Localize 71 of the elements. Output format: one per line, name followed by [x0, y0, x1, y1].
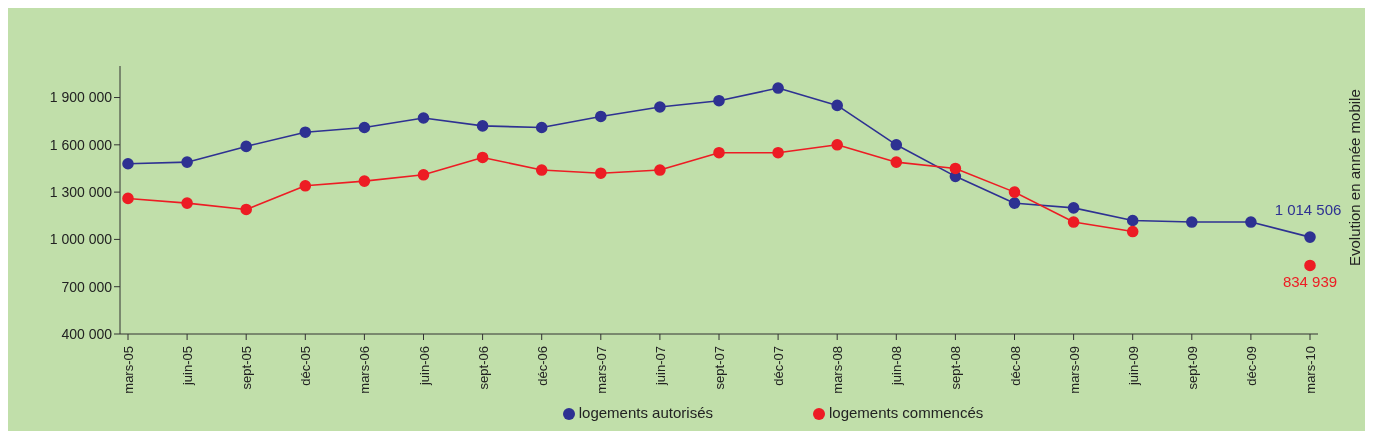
point	[890, 156, 903, 168]
point	[240, 140, 252, 153]
x-tick-label: juin-08	[889, 346, 905, 387]
y-tick-label: 700 000	[61, 278, 113, 295]
point	[772, 146, 784, 159]
y-tick-label: 1 600 000	[49, 136, 113, 153]
x-tick-label: déc-08	[1007, 346, 1023, 386]
x-tick-label: sept-06	[475, 346, 491, 390]
x-tick-label: juin-05	[180, 346, 196, 387]
data-label: 1 014 506	[1274, 201, 1342, 219]
point	[417, 112, 430, 124]
x-tick-label: déc-05	[298, 346, 314, 386]
x-tick-label: juin-06	[416, 346, 432, 387]
y-tick-label: 400 000	[61, 325, 113, 342]
point	[358, 121, 371, 134]
point	[654, 164, 666, 176]
point	[181, 197, 193, 209]
y-tick-label: 1 000 000	[49, 231, 113, 248]
y-tick-label: 1 300 000	[49, 184, 113, 201]
y2-axis-title: Evolution en année mobile	[1346, 88, 1363, 269]
legend-label: logements autorisés	[578, 404, 713, 421]
legend-label: logements commencés	[829, 404, 984, 421]
point	[831, 99, 843, 112]
x-tick-label: juin-07	[652, 346, 668, 387]
point	[476, 120, 489, 132]
point	[535, 121, 548, 134]
y-tick-label: 1 900 000	[49, 89, 113, 106]
data-label: 834 939	[1282, 273, 1338, 291]
point	[949, 162, 962, 175]
point	[713, 146, 725, 159]
x-tick-label: sept-07	[712, 346, 727, 390]
point	[890, 139, 903, 151]
x-tick-label: mars-08	[830, 346, 846, 394]
point	[1067, 216, 1080, 228]
x-tick-label: sept-08	[948, 346, 964, 390]
x-tick-label: juin-09	[1125, 346, 1141, 387]
point	[122, 192, 134, 205]
x-tick-label: mars-07	[593, 346, 609, 394]
x-tick-label: mars-10	[1303, 346, 1318, 394]
point	[1304, 231, 1316, 243]
point	[1067, 202, 1080, 214]
point	[1245, 216, 1257, 228]
point	[122, 157, 134, 170]
point	[181, 156, 193, 168]
x-tick-label: déc-07	[771, 346, 787, 386]
x-tick-label: mars-05	[121, 346, 136, 394]
point	[1126, 214, 1139, 227]
x-tick-label: sept-09	[1184, 346, 1200, 390]
point	[476, 151, 489, 164]
point	[417, 168, 430, 181]
x-tick-label: mars-09	[1066, 346, 1082, 394]
point	[1304, 259, 1316, 272]
point	[1008, 197, 1021, 209]
x-tick-label: sept-05	[239, 346, 255, 390]
point	[240, 203, 252, 216]
point	[831, 139, 843, 151]
point	[1186, 216, 1198, 228]
point	[772, 82, 784, 94]
point	[1008, 186, 1021, 198]
point	[299, 126, 312, 139]
point	[358, 175, 371, 187]
x-tick-label: mars-06	[357, 346, 373, 394]
x-tick-label: déc-06	[534, 346, 550, 386]
point	[535, 164, 548, 176]
point	[654, 101, 666, 113]
point	[595, 167, 607, 179]
x-tick-label: déc-09	[1243, 346, 1259, 386]
point	[713, 94, 725, 107]
point	[299, 180, 312, 192]
point	[1126, 225, 1139, 238]
point	[595, 110, 607, 123]
